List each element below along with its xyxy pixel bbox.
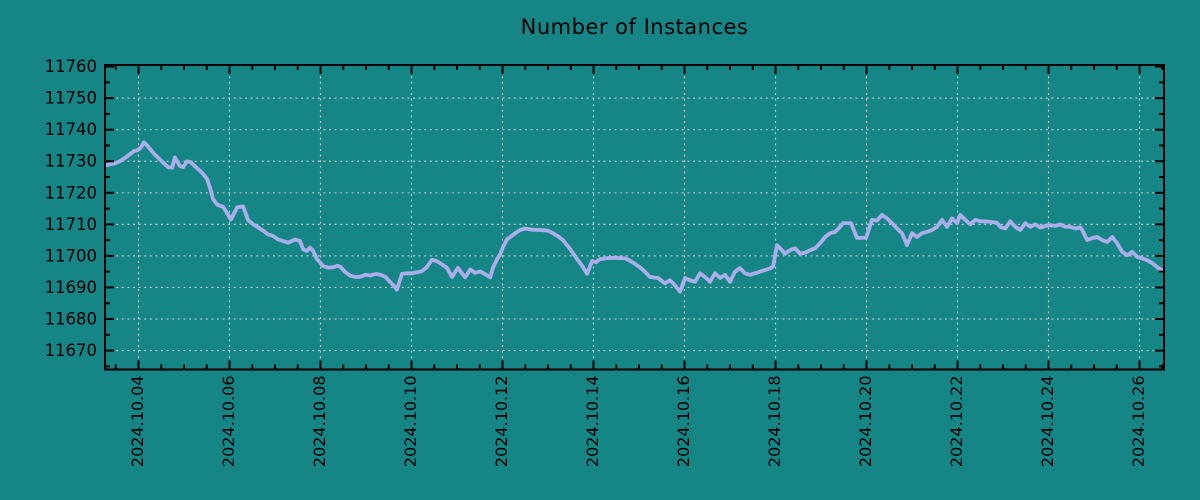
y-tick-label: 11680 xyxy=(45,310,98,329)
x-tick-label: 2024.10.16 xyxy=(674,376,693,468)
axis-ticks xyxy=(105,65,1164,370)
x-tick-label: 2024.10.12 xyxy=(492,376,511,468)
x-tick-label: 2024.10.06 xyxy=(219,376,238,468)
plot-border xyxy=(104,64,1165,371)
x-tick-labels: 2024.10.04 2024.10.06 2024.10.08 2024.10.10… xyxy=(128,376,1148,468)
y-tick-labels: 11670 11680 11690 11700 11710 11720 11730 11740… xyxy=(45,57,98,360)
x-tick-label: 2024.10.24 xyxy=(1038,376,1057,468)
y-tick-label: 11730 xyxy=(45,152,98,171)
y-tick-label: 11740 xyxy=(45,120,98,139)
x-tick-label: 2024.10.04 xyxy=(128,376,147,468)
y-tick-label: 11690 xyxy=(45,278,98,297)
x-tick-label: 2024.10.22 xyxy=(947,376,966,468)
y-tick-label: 11670 xyxy=(45,341,98,360)
grid xyxy=(105,65,1164,370)
x-tick-label: 2024.10.20 xyxy=(856,376,875,468)
x-tick-label: 2024.10.14 xyxy=(583,376,602,468)
chart-title: Number of Instances xyxy=(520,15,749,39)
x-tick-label: 2024.10.10 xyxy=(401,376,420,468)
x-tick-label: 2024.10.08 xyxy=(310,376,329,468)
y-tick-label: 11700 xyxy=(45,246,98,265)
y-tick-label: 11750 xyxy=(45,89,98,108)
data-line xyxy=(105,140,1164,294)
y-tick-label: 11720 xyxy=(45,183,98,202)
y-tick-label: 11710 xyxy=(45,215,98,234)
x-tick-label: 2024.10.18 xyxy=(765,376,784,468)
y-tick-label: 11760 xyxy=(45,57,98,76)
x-tick-label: 2024.10.26 xyxy=(1129,376,1148,468)
